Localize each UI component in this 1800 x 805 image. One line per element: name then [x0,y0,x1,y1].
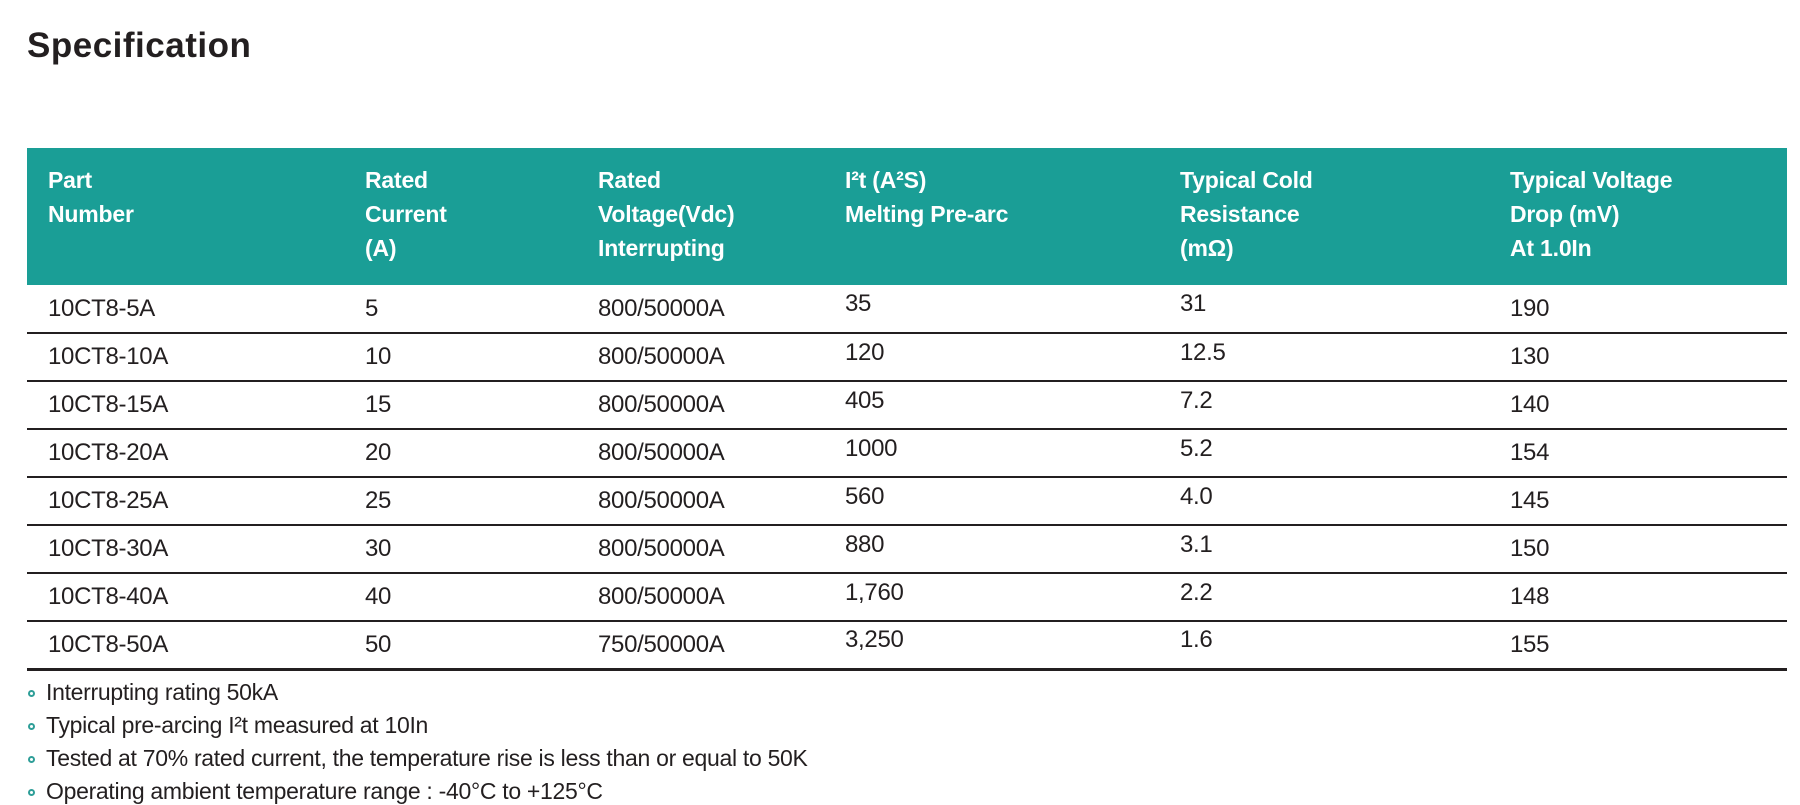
header-line: Current [365,201,447,227]
header-line: Voltage(Vdc) [598,201,735,227]
cell-rated-current: 30 [344,525,577,574]
cell-voltage-drop: 150 [1489,525,1787,574]
table-row: 10CT8-40A 40 800/50000A 1,760 2.2 148 [27,573,1787,622]
cell-i2t: 880 [824,525,1159,574]
column-header-rated-voltage: Rated Voltage(Vdc) Interrupting [577,148,824,285]
cell-part-number: 10CT8-30A [27,525,344,574]
cell-rated-voltage: 800/50000A [577,573,824,622]
cell-i2t: 35 [824,285,1159,334]
header-line: Number [48,201,134,227]
cell-cold-resistance: 12.5 [1159,333,1489,382]
cell-voltage-drop: 140 [1489,381,1787,430]
table-row: 10CT8-25A 25 800/50000A 560 4.0 145 [27,477,1787,526]
cell-rated-current: 50 [344,621,577,671]
column-header-voltage-drop: Typical Voltage Drop (mV) At 1.0In [1489,148,1787,285]
cell-rated-voltage: 750/50000A [577,621,824,671]
footnote-text: Tested at 70% rated current, the tempera… [46,745,808,771]
footnote: Tested at 70% rated current, the tempera… [28,742,808,775]
footnote: Operating ambient temperature range : -4… [28,775,808,805]
cell-part-number: 10CT8-5A [27,285,344,334]
header-line: I²t (A²S) [845,167,927,193]
cell-i2t: 1,760 [824,573,1159,622]
cell-i2t: 1000 [824,429,1159,478]
header-line: (A) [365,235,397,261]
cell-part-number: 10CT8-15A [27,381,344,430]
table-header: Part Number Rated Current (A) Rated Volt… [27,148,1787,285]
header-row: Part Number Rated Current (A) Rated Volt… [27,148,1787,285]
cell-cold-resistance: 3.1 [1159,525,1489,574]
circle-bullet-icon [28,789,35,796]
page-title: Specification [27,26,252,65]
table-row: 10CT8-50A 50 750/50000A 3,250 1.6 155 [27,621,1787,671]
cell-part-number: 10CT8-10A [27,333,344,382]
cell-part-number: 10CT8-40A [27,573,344,622]
cell-part-number: 10CT8-50A [27,621,344,671]
footnote: Interrupting rating 50kA [28,676,808,709]
footnote-text: Interrupting rating 50kA [46,679,278,705]
cell-rated-voltage: 800/50000A [577,333,824,382]
cell-rated-voltage: 800/50000A [577,429,824,478]
cell-voltage-drop: 154 [1489,429,1787,478]
footnotes-list: Interrupting rating 50kA Typical pre-arc… [28,676,808,805]
cell-cold-resistance: 5.2 [1159,429,1489,478]
cell-rated-current: 20 [344,429,577,478]
cell-voltage-drop: 148 [1489,573,1787,622]
cell-voltage-drop: 130 [1489,333,1787,382]
circle-bullet-icon [28,690,35,697]
table-row: 10CT8-10A 10 800/50000A 120 12.5 130 [27,333,1787,382]
table-row: 10CT8-20A 20 800/50000A 1000 5.2 154 [27,429,1787,478]
table-row: 10CT8-5A 5 800/50000A 35 31 190 [27,285,1787,334]
header-line: Drop (mV) [1510,201,1620,227]
cell-rated-voltage: 800/50000A [577,381,824,430]
header-line: Melting Pre-arc [845,201,1009,227]
cell-cold-resistance: 1.6 [1159,621,1489,671]
cell-i2t: 120 [824,333,1159,382]
circle-bullet-icon [28,756,35,763]
footnote-text: Typical pre-arcing I²t measured at 10In [46,712,429,738]
cell-voltage-drop: 190 [1489,285,1787,334]
header-line: Resistance [1180,201,1300,227]
cell-rated-current: 25 [344,477,577,526]
header-line: Rated [365,167,428,193]
table-body: 10CT8-5A 5 800/50000A 35 31 190 10CT8-10… [27,285,1787,671]
cell-cold-resistance: 4.0 [1159,477,1489,526]
circle-bullet-icon [28,723,35,730]
header-line: Interrupting [598,235,725,261]
header-line: Rated [598,167,661,193]
footnote-text: Operating ambient temperature range : -4… [46,778,603,804]
cell-rated-current: 10 [344,333,577,382]
table-row: 10CT8-30A 30 800/50000A 880 3.1 150 [27,525,1787,574]
cell-rated-voltage: 800/50000A [577,285,824,334]
footnote: Typical pre-arcing I²t measured at 10In [28,709,808,742]
cell-part-number: 10CT8-25A [27,477,344,526]
table-row: 10CT8-15A 15 800/50000A 405 7.2 140 [27,381,1787,430]
header-line: Typical Cold [1180,167,1313,193]
cell-cold-resistance: 31 [1159,285,1489,334]
cell-cold-resistance: 2.2 [1159,573,1489,622]
cell-i2t: 560 [824,477,1159,526]
column-header-rated-current: Rated Current (A) [344,148,577,285]
cell-rated-current: 5 [344,285,577,334]
column-header-part-number: Part Number [27,148,344,285]
cell-voltage-drop: 145 [1489,477,1787,526]
cell-rated-current: 15 [344,381,577,430]
cell-rated-voltage: 800/50000A [577,477,824,526]
header-line: At 1.0In [1510,235,1592,261]
cell-i2t: 405 [824,381,1159,430]
cell-cold-resistance: 7.2 [1159,381,1489,430]
cell-rated-current: 40 [344,573,577,622]
column-header-cold-resistance: Typical Cold Resistance (mΩ) [1159,148,1489,285]
cell-i2t: 3,250 [824,621,1159,671]
header-line: (mΩ) [1180,235,1234,261]
cell-rated-voltage: 800/50000A [577,525,824,574]
specification-table: Part Number Rated Current (A) Rated Volt… [27,148,1787,671]
header-line: Typical Voltage [1510,167,1673,193]
column-header-i2t-melting: I²t (A²S) Melting Pre-arc [824,148,1159,285]
cell-voltage-drop: 155 [1489,621,1787,671]
cell-part-number: 10CT8-20A [27,429,344,478]
header-line: Part [48,167,92,193]
